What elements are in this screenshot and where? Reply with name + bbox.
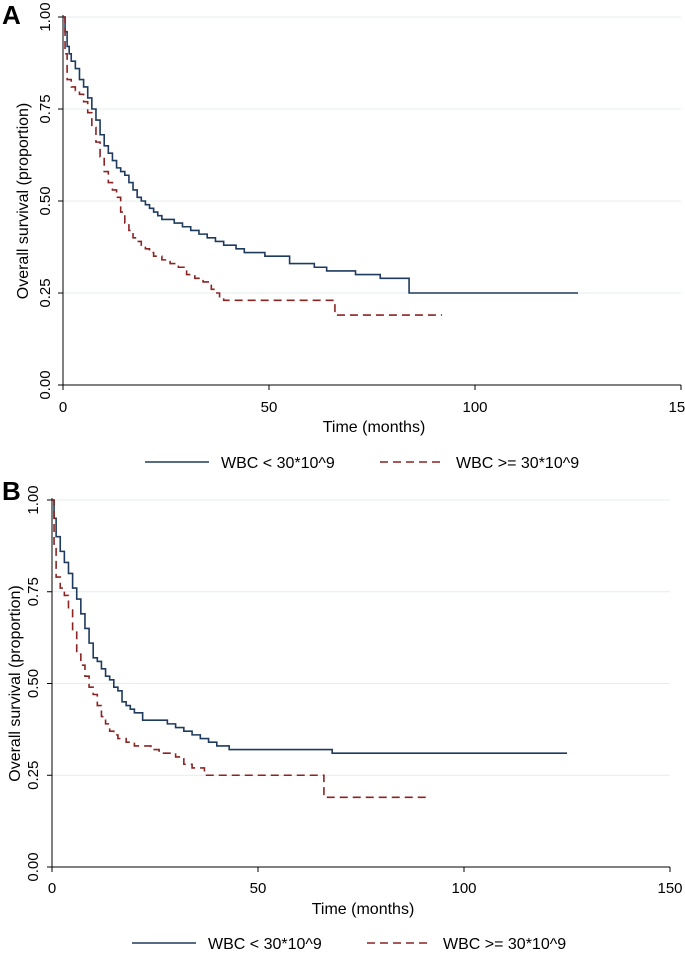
chart-a-y-tick-label-4: 1.00 xyxy=(37,2,54,31)
chart-b-y-tick-label-0: 0.00 xyxy=(25,852,42,881)
chart-a-y-tick-label-2: 0.50 xyxy=(37,186,54,215)
chart-b-x-tick-label-0: 0 xyxy=(48,880,56,897)
chart-b-x-axis-title: Time (months) xyxy=(312,901,415,918)
chart-b-x-tick-label-1: 50 xyxy=(250,880,267,897)
chart-b-y-tick-label-4: 1.00 xyxy=(25,485,42,514)
chart-a-x-tick-label-0: 0 xyxy=(59,399,67,416)
chart-b-series-wbc-low-line xyxy=(52,499,567,755)
chart-b-y-tick-label-2: 0.50 xyxy=(25,669,42,698)
chart-b-y-axis-title: Overall survival (proportion) xyxy=(7,585,24,782)
chart-a-legend-label-1: WBC >= 30*10^9 xyxy=(456,455,579,472)
panel-label-b: B xyxy=(2,476,21,506)
chart-a-x-axis-title: Time (months) xyxy=(323,419,426,436)
chart-a-x-tick-label-1: 50 xyxy=(261,399,278,416)
chart-a-y-tick-label-1: 0.25 xyxy=(37,278,54,307)
chart-a-legend-label-0: WBC < 30*10^9 xyxy=(221,455,335,472)
chart-a-x-tick-label-2: 100 xyxy=(462,399,487,416)
chart-b-legend-label-0: WBC < 30*10^9 xyxy=(208,936,322,953)
chart-b-series-wbc-high-line xyxy=(52,499,427,799)
chart-a-series-wbc-high-line xyxy=(63,16,443,316)
panel-label-a: A xyxy=(2,0,21,30)
chart-b-y-tick-label-3: 0.75 xyxy=(25,577,42,606)
panel-b: B 0.00 0.25 0.50 0.75 1.00 0 50 100 150 Time (mon… xyxy=(0,476,685,953)
chart-b-x-tick-label-3: 150 xyxy=(657,880,682,897)
survival-chart-b: 0.00 0.25 0.50 0.75 1.00 0 50 100 150 Time (month… xyxy=(7,485,683,953)
chart-a-y-tick-label-3: 0.75 xyxy=(37,94,54,123)
chart-a-x-tick-label-3: 150 xyxy=(668,399,685,416)
chart-a-y-axis-title: Overall survival (proportion) xyxy=(15,103,32,300)
panel-a: A 0.00 0.25 0.50 0.75 1.00 0 50 100 150 Time (mon… xyxy=(0,0,685,476)
survival-chart-a: 0.00 0.25 0.50 0.75 1.00 0 50 100 150 Time (month… xyxy=(15,2,685,472)
chart-b-legend-label-1: WBC >= 30*10^9 xyxy=(443,936,566,953)
chart-b-x-tick-label-2: 100 xyxy=(451,880,476,897)
chart-a-series-wbc-low-line xyxy=(63,16,578,294)
chart-b-y-tick-label-1: 0.25 xyxy=(25,761,42,790)
chart-a-y-tick-label-0: 0.00 xyxy=(37,370,54,399)
